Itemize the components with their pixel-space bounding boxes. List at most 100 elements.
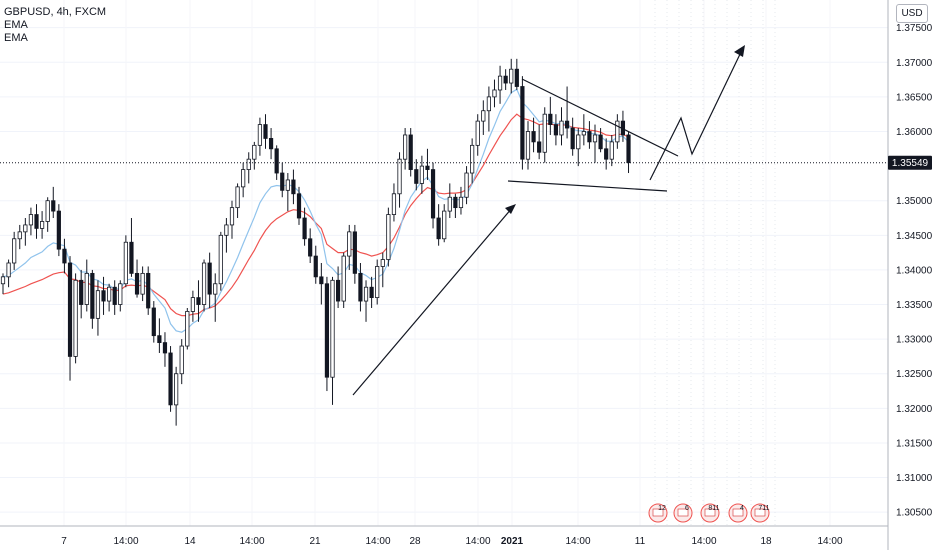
candle[interactable]	[224, 218, 229, 253]
plot-area[interactable]	[0, 58, 631, 426]
candle[interactable]	[112, 280, 117, 315]
candle[interactable]	[458, 186, 464, 215]
candle[interactable]	[213, 273, 218, 322]
candle[interactable]	[157, 318, 162, 353]
candle[interactable]	[201, 259, 207, 312]
event-badge[interactable]: 811	[700, 503, 720, 523]
candle[interactable]	[123, 235, 128, 288]
candle[interactable]	[520, 76, 525, 170]
candle[interactable]	[84, 259, 89, 312]
currency-button[interactable]: USD	[896, 4, 928, 23]
candle[interactable]	[302, 207, 307, 246]
candle[interactable]	[598, 128, 603, 153]
candle[interactable]	[179, 339, 184, 385]
candle[interactable]	[542, 107, 547, 163]
candle[interactable]	[576, 128, 581, 167]
candle[interactable]	[168, 346, 173, 412]
candle[interactable]	[313, 245, 318, 284]
ema-legend-2[interactable]: EMA	[4, 32, 28, 44]
candle[interactable]	[369, 276, 374, 308]
chart-legend[interactable]: GBPUSD, 4h, FXCM EMA EMA	[4, 6, 106, 45]
candle[interactable]	[497, 65, 503, 104]
event-badge[interactable]: 4	[728, 503, 748, 523]
candle[interactable]	[252, 141, 257, 170]
candle[interactable]	[397, 152, 402, 208]
candle[interactable]	[319, 263, 324, 305]
candle[interactable]	[358, 263, 363, 312]
candle[interactable]	[62, 238, 67, 274]
candle[interactable]	[207, 252, 212, 308]
candle[interactable]	[553, 114, 559, 146]
candle[interactable]	[419, 155, 424, 194]
candle[interactable]	[118, 280, 123, 312]
candle[interactable]	[386, 207, 391, 267]
candle[interactable]	[436, 204, 441, 246]
candle[interactable]	[151, 301, 156, 343]
candle[interactable]	[604, 138, 609, 170]
candle[interactable]	[190, 290, 195, 322]
candle[interactable]	[268, 128, 274, 160]
candles-group[interactable]	[0, 58, 631, 426]
candle[interactable]	[308, 228, 313, 263]
candle[interactable]	[352, 224, 357, 284]
candle[interactable]	[559, 107, 564, 146]
candle[interactable]	[218, 231, 223, 291]
candle[interactable]	[408, 128, 413, 177]
candle[interactable]	[241, 162, 246, 198]
candle[interactable]	[235, 183, 240, 219]
candle[interactable]	[592, 124, 598, 163]
candle[interactable]	[23, 218, 28, 246]
candle[interactable]	[537, 124, 542, 160]
candle[interactable]	[335, 266, 341, 308]
time-axis[interactable]: 7 14:00 14 14:00 21 14:00 28 14:00 2021 14:00 11 14…	[61, 536, 843, 547]
projection-path[interactable]	[649, 49, 743, 181]
candle[interactable]	[531, 117, 536, 153]
candle[interactable]	[28, 207, 34, 236]
event-badge[interactable]: 6	[673, 503, 693, 523]
candle[interactable]	[570, 117, 575, 156]
candle[interactable]	[564, 86, 570, 139]
candle[interactable]	[196, 280, 201, 322]
candle[interactable]	[79, 269, 84, 319]
candle[interactable]	[73, 273, 78, 364]
candle[interactable]	[185, 307, 190, 350]
candle[interactable]	[101, 276, 106, 315]
uptrend-arrow-line[interactable]	[352, 207, 513, 396]
candle[interactable]	[146, 266, 151, 315]
candle[interactable]	[486, 86, 491, 132]
candle[interactable]	[90, 269, 95, 329]
candle[interactable]	[609, 134, 614, 167]
candle[interactable]	[246, 152, 251, 184]
candle[interactable]	[296, 186, 302, 225]
candle[interactable]	[514, 58, 519, 90]
candle[interactable]	[34, 204, 39, 239]
candle[interactable]	[615, 114, 620, 149]
candle[interactable]	[330, 276, 335, 405]
projection-arrow-head[interactable]	[734, 45, 745, 57]
candle[interactable]	[581, 114, 586, 146]
candle[interactable]	[475, 114, 480, 156]
candle[interactable]	[67, 256, 73, 381]
candle[interactable]	[134, 259, 140, 298]
candle[interactable]	[45, 197, 50, 232]
drawings-group[interactable]	[352, 45, 745, 396]
candle[interactable]	[107, 283, 112, 312]
candle[interactable]	[375, 259, 380, 305]
candle[interactable]	[453, 193, 458, 219]
candle[interactable]	[403, 128, 408, 170]
candle[interactable]	[129, 218, 134, 277]
candle[interactable]	[0, 273, 6, 295]
candle[interactable]	[442, 204, 447, 243]
candle[interactable]	[17, 224, 22, 250]
price-axis[interactable]: 1.380001.375001.370001.365001.360001.350…	[896, 0, 932, 519]
candle[interactable]	[12, 231, 17, 270]
symbol-label[interactable]: GBPUSD, 4h, FXCM	[4, 6, 107, 18]
candle[interactable]	[324, 276, 330, 392]
candle[interactable]	[425, 148, 430, 180]
candle[interactable]	[174, 366, 179, 426]
candle[interactable]	[587, 121, 592, 149]
candle[interactable]	[503, 69, 508, 90]
candle[interactable]	[56, 204, 61, 257]
wedge-lower-line[interactable]	[507, 180, 668, 192]
